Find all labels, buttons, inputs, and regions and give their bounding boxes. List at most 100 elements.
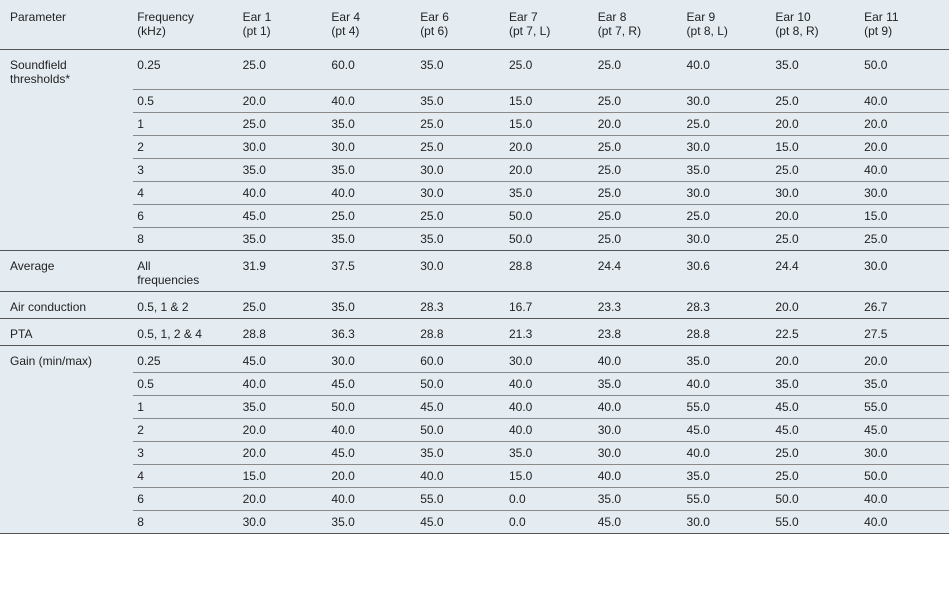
parameter-cell: Air conduction <box>0 292 133 319</box>
table-row: 320.045.035.035.030.040.025.030.0 <box>0 442 949 465</box>
value-cell: 60.0 <box>416 346 505 373</box>
value-cell: 30.0 <box>860 251 949 292</box>
value-cell: 40.0 <box>327 182 416 205</box>
value-cell: 40.0 <box>860 159 949 182</box>
value-cell: 25.0 <box>594 136 683 159</box>
value-cell: 16.7 <box>505 292 594 319</box>
value-cell: 30.0 <box>594 419 683 442</box>
value-cell: 35.0 <box>683 159 772 182</box>
value-cell: 35.0 <box>683 465 772 488</box>
value-cell: 50.0 <box>416 373 505 396</box>
value-cell: 40.0 <box>860 488 949 511</box>
column-header-freq: Frequency (kHz) <box>133 0 238 49</box>
table-row: 230.030.025.020.025.030.015.020.0 <box>0 136 949 159</box>
column-header-ear8: Ear 8 (pt 7, R) <box>594 0 683 49</box>
value-cell: 20.0 <box>860 136 949 159</box>
value-cell: 50.0 <box>860 49 949 90</box>
table-row: 830.035.045.00.045.030.055.040.0 <box>0 511 949 534</box>
parameter-cell: Average <box>0 251 133 292</box>
value-cell: 28.8 <box>505 251 594 292</box>
frequency-cell: 3 <box>133 159 238 182</box>
table-body: Soundfield thresholds*0.2525.060.035.025… <box>0 49 949 534</box>
value-cell: 22.5 <box>771 319 860 346</box>
value-cell: 40.0 <box>505 396 594 419</box>
value-cell: 40.0 <box>860 511 949 534</box>
value-cell: 35.0 <box>239 396 328 419</box>
table-row: Air conduction0.5, 1 & 225.035.028.316.7… <box>0 292 949 319</box>
value-cell: 40.0 <box>239 182 328 205</box>
value-cell: 30.0 <box>416 182 505 205</box>
value-cell: 50.0 <box>771 488 860 511</box>
parameter-cell <box>0 159 133 182</box>
value-cell: 20.0 <box>594 113 683 136</box>
value-cell: 30.0 <box>327 136 416 159</box>
parameter-cell <box>0 465 133 488</box>
table-header: ParameterFrequency (kHz)Ear 1 (pt 1)Ear … <box>0 0 949 49</box>
value-cell: 30.0 <box>416 251 505 292</box>
value-cell: 30.0 <box>594 442 683 465</box>
value-cell: 45.0 <box>327 373 416 396</box>
parameter-cell <box>0 373 133 396</box>
value-cell: 15.0 <box>860 205 949 228</box>
value-cell: 30.0 <box>416 159 505 182</box>
value-cell: 15.0 <box>771 136 860 159</box>
value-cell: 20.0 <box>860 113 949 136</box>
frequency-cell: 0.25 <box>133 346 238 373</box>
value-cell: 40.0 <box>683 49 772 90</box>
value-cell: 40.0 <box>683 373 772 396</box>
value-cell: 15.0 <box>505 465 594 488</box>
value-cell: 20.0 <box>771 205 860 228</box>
value-cell: 55.0 <box>771 511 860 534</box>
value-cell: 15.0 <box>505 113 594 136</box>
frequency-cell: 3 <box>133 442 238 465</box>
value-cell: 45.0 <box>239 205 328 228</box>
value-cell: 45.0 <box>416 511 505 534</box>
value-cell: 25.0 <box>594 228 683 251</box>
value-cell: 25.0 <box>683 113 772 136</box>
value-cell: 30.0 <box>239 136 328 159</box>
frequency-cell: 2 <box>133 136 238 159</box>
value-cell: 35.0 <box>416 442 505 465</box>
column-header-ear1: Ear 1 (pt 1) <box>239 0 328 49</box>
value-cell: 45.0 <box>239 346 328 373</box>
value-cell: 25.0 <box>771 465 860 488</box>
value-cell: 35.0 <box>771 49 860 90</box>
value-cell: 23.3 <box>594 292 683 319</box>
value-cell: 35.0 <box>771 373 860 396</box>
value-cell: 25.0 <box>683 205 772 228</box>
table-row: 335.035.030.020.025.035.025.040.0 <box>0 159 949 182</box>
value-cell: 31.9 <box>239 251 328 292</box>
table-row: 415.020.040.015.040.035.025.050.0 <box>0 465 949 488</box>
value-cell: 30.0 <box>683 511 772 534</box>
value-cell: 25.0 <box>239 292 328 319</box>
value-cell: 50.0 <box>860 465 949 488</box>
table-row: 0.540.045.050.040.035.040.035.035.0 <box>0 373 949 396</box>
table-row: PTA0.5, 1, 2 & 428.836.328.821.323.828.8… <box>0 319 949 346</box>
value-cell: 55.0 <box>416 488 505 511</box>
value-cell: 35.0 <box>416 90 505 113</box>
column-header-ear4: Ear 4 (pt 4) <box>327 0 416 49</box>
value-cell: 30.0 <box>860 182 949 205</box>
parameter-cell: Soundfield thresholds* <box>0 49 133 90</box>
value-cell: 30.0 <box>683 90 772 113</box>
value-cell: 23.8 <box>594 319 683 346</box>
value-cell: 35.0 <box>505 442 594 465</box>
value-cell: 40.0 <box>327 488 416 511</box>
value-cell: 15.0 <box>239 465 328 488</box>
frequency-cell: 1 <box>133 396 238 419</box>
value-cell: 25.0 <box>416 113 505 136</box>
audiology-table: ParameterFrequency (kHz)Ear 1 (pt 1)Ear … <box>0 0 949 534</box>
value-cell: 20.0 <box>505 159 594 182</box>
table-row: 440.040.030.035.025.030.030.030.0 <box>0 182 949 205</box>
value-cell: 0.0 <box>505 511 594 534</box>
value-cell: 25.0 <box>327 205 416 228</box>
parameter-cell <box>0 228 133 251</box>
value-cell: 20.0 <box>771 346 860 373</box>
value-cell: 36.3 <box>327 319 416 346</box>
value-cell: 40.0 <box>860 90 949 113</box>
frequency-cell: 4 <box>133 465 238 488</box>
frequency-cell: 4 <box>133 182 238 205</box>
value-cell: 40.0 <box>416 465 505 488</box>
value-cell: 40.0 <box>594 465 683 488</box>
value-cell: 45.0 <box>594 511 683 534</box>
